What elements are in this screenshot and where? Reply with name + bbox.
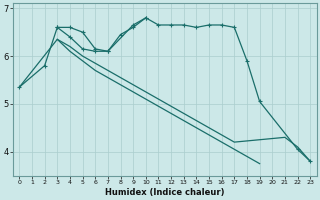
X-axis label: Humidex (Indice chaleur): Humidex (Indice chaleur) — [105, 188, 225, 197]
